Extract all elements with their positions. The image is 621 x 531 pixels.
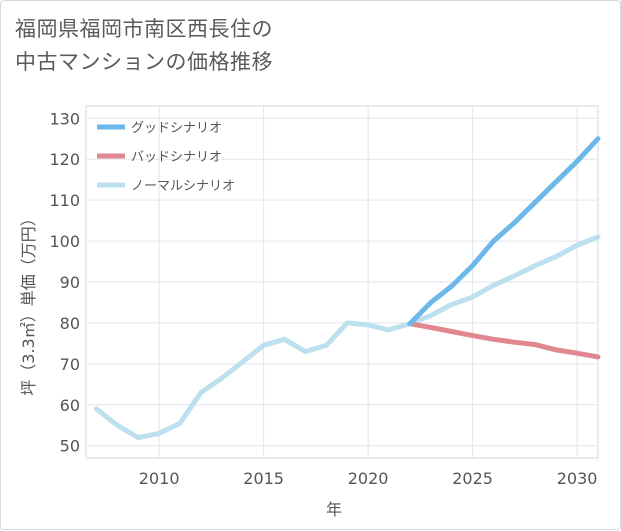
- series-line-3: [93, 234, 601, 440]
- y-tick-label: 130: [49, 109, 80, 128]
- x-tick-label: 2015: [243, 469, 284, 488]
- chart-title: 福岡県福岡市南区西長住の 中古マンションの価格推移: [15, 17, 273, 74]
- legend-label: グッドシナリオ: [131, 121, 222, 136]
- series-line-1: [407, 136, 601, 327]
- series-lines: [93, 136, 601, 440]
- y-tick-label: 70: [60, 355, 80, 374]
- y-tick-label: 90: [60, 273, 80, 292]
- y-axis-label: 坪（3.3㎡）単価（万円）: [19, 210, 38, 395]
- y-axis-ticks: 50 60 70 80 90 100 110 120 130: [49, 109, 80, 455]
- x-axis-label: 年: [326, 500, 342, 519]
- y-tick-label: 80: [60, 314, 80, 333]
- legend-label: ノーマルシナリオ: [131, 179, 235, 194]
- x-tick-label: 2010: [139, 469, 180, 488]
- y-tick-label: 60: [60, 396, 80, 415]
- grid-lines: [86, 106, 598, 458]
- y-tick-label: 100: [49, 232, 80, 251]
- x-tick-label: 2025: [452, 469, 493, 488]
- legend-label: バッドシナリオ: [131, 150, 222, 165]
- y-tick-label: 110: [49, 191, 80, 210]
- series-line-2: [407, 321, 601, 360]
- x-axis-ticks: 2010 2015 2020 2025 2030: [139, 469, 598, 488]
- x-tick-label: 2030: [557, 469, 598, 488]
- y-tick-label: 50: [60, 437, 80, 456]
- y-tick-label: 120: [49, 150, 80, 169]
- x-tick-label: 2020: [348, 469, 389, 488]
